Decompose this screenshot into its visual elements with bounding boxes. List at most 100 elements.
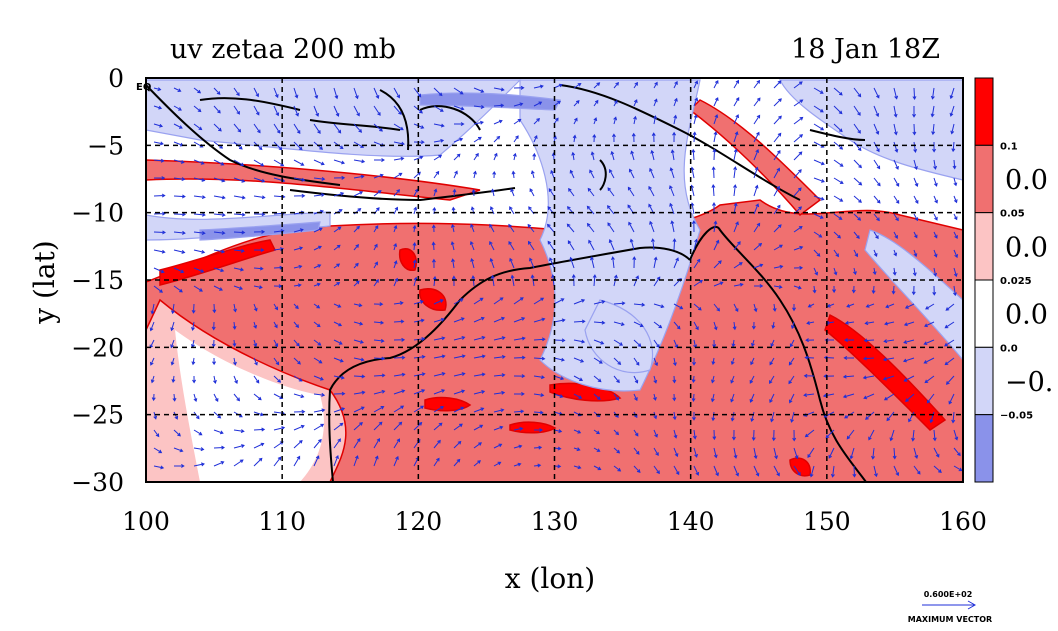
wind-vector-875 bbox=[433, 457, 440, 467]
wind-vector-767 bbox=[730, 411, 735, 422]
wind-vector-320 bbox=[813, 213, 824, 219]
wind-vector-718 bbox=[573, 393, 583, 399]
wind-vector-15 bbox=[453, 87, 464, 95]
colorbar-level-4: −0.05 bbox=[1000, 411, 1033, 422]
wind-vector-832 bbox=[393, 438, 400, 449]
wind-vector-561 bbox=[713, 321, 718, 331]
wind-vector-627 bbox=[393, 355, 406, 360]
wind-vector-622 bbox=[293, 357, 301, 365]
wind-vector-169 bbox=[253, 159, 265, 167]
wind-vector-791 bbox=[393, 421, 403, 431]
wind-vector-705 bbox=[313, 392, 326, 397]
wind-vector-410 bbox=[153, 267, 165, 274]
wind-vector-523 bbox=[772, 303, 777, 312]
wind-vector-437 bbox=[693, 258, 701, 269]
wind-vector-505 bbox=[413, 300, 424, 305]
wind-vector-403 bbox=[833, 249, 839, 258]
wind-vector-506 bbox=[433, 299, 444, 305]
wind-vector-852 bbox=[793, 447, 799, 460]
wind-vector-393 bbox=[629, 238, 635, 251]
wind-vector-214 bbox=[333, 175, 346, 180]
wind-vector-367 bbox=[933, 231, 938, 239]
wind-vector-645 bbox=[750, 357, 755, 366]
wind-vector-395 bbox=[672, 238, 677, 251]
wind-vector-141 bbox=[513, 135, 519, 143]
y-tick-label-5: −25 bbox=[71, 401, 124, 430]
wind-vector-625 bbox=[353, 357, 365, 362]
wind-vector-52 bbox=[373, 105, 381, 116]
wind-vector-387 bbox=[508, 240, 515, 251]
wind-vector-66 bbox=[653, 98, 658, 107]
wind-vector-611 bbox=[883, 339, 895, 344]
wind-vector-869 bbox=[313, 455, 320, 467]
wind-vector-32 bbox=[793, 81, 803, 89]
wind-vector-65 bbox=[633, 99, 638, 107]
wind-vector-105 bbox=[613, 116, 618, 125]
wind-vector-897 bbox=[873, 465, 878, 478]
wind-vector-200 bbox=[873, 159, 881, 170]
wind-vector-484 bbox=[812, 285, 817, 294]
wind-vector-613 bbox=[923, 339, 935, 345]
wind-vector-809 bbox=[751, 429, 756, 441]
wind-vector-322 bbox=[853, 213, 862, 221]
wind-vector-130 bbox=[293, 141, 303, 151]
wind-vector-202 bbox=[913, 159, 918, 171]
wind-vector-405 bbox=[873, 249, 878, 258]
wind-vector-822 bbox=[193, 447, 205, 452]
wind-vector-662 bbox=[273, 375, 282, 383]
colorbar-cut-label-1: 0.0 bbox=[1005, 232, 1048, 263]
wind-vector-310 bbox=[607, 205, 615, 215]
wind-vector-675 bbox=[533, 375, 545, 380]
wind-vector-647 bbox=[788, 357, 795, 366]
wind-vector-467 bbox=[471, 275, 476, 287]
wind-vector-282 bbox=[873, 195, 881, 204]
wind-vector-164 bbox=[153, 158, 165, 163]
x-tick-label-2: 120 bbox=[394, 507, 442, 536]
wind-vector-249 bbox=[213, 195, 226, 200]
wind-vector-351 bbox=[607, 222, 615, 233]
wind-vector-736 bbox=[926, 393, 935, 404]
wind-vector-378 bbox=[333, 244, 341, 251]
wind-vector-728 bbox=[769, 393, 775, 404]
wind-vector-753 bbox=[453, 406, 465, 413]
wind-vector-680 bbox=[633, 375, 639, 384]
wind-vector-337 bbox=[333, 226, 342, 233]
wind-vector-519 bbox=[693, 303, 702, 311]
y-tick-label-2: −10 bbox=[71, 199, 124, 228]
wind-vector-1 bbox=[173, 87, 182, 92]
wind-vector-562 bbox=[732, 321, 737, 331]
wind-vector-40 bbox=[949, 87, 955, 100]
wind-vector-673 bbox=[493, 373, 506, 378]
wind-vector-559 bbox=[673, 321, 681, 330]
wind-vector-62 bbox=[573, 99, 580, 107]
wind-vector-860 bbox=[953, 447, 961, 457]
wind-vector-347 bbox=[527, 223, 535, 233]
wind-vector-161 bbox=[913, 141, 918, 153]
wind-vector-166 bbox=[193, 159, 205, 165]
wind-vector-803 bbox=[633, 429, 639, 437]
wind-vector-204 bbox=[952, 159, 957, 170]
wind-vector-821 bbox=[173, 447, 184, 453]
x-tick-label-6: 160 bbox=[939, 507, 987, 536]
wind-vector-22 bbox=[593, 82, 601, 89]
wind-vector-887 bbox=[673, 465, 680, 476]
wind-vector-865 bbox=[233, 459, 244, 467]
wind-vector-827 bbox=[293, 439, 303, 449]
wind-vector-203 bbox=[933, 159, 938, 170]
wind-vector-354 bbox=[670, 220, 675, 233]
wind-vector-552 bbox=[533, 317, 546, 323]
wind-vector-449 bbox=[933, 267, 938, 277]
wind-vector-633 bbox=[513, 355, 526, 360]
wind-vector-406 bbox=[893, 249, 898, 257]
wind-vector-498 bbox=[273, 303, 279, 311]
wind-vector-651 bbox=[863, 356, 875, 361]
wind-vector-263 bbox=[491, 188, 495, 197]
wind-vector-712 bbox=[453, 389, 466, 395]
wind-vector-696 bbox=[945, 375, 955, 385]
wind-vector-628 bbox=[413, 354, 426, 359]
wind-vector-384 bbox=[450, 241, 455, 251]
wind-vector-357 bbox=[733, 221, 739, 233]
wind-vector-853 bbox=[807, 447, 815, 459]
wind-vector-616 bbox=[170, 357, 175, 366]
wind-vector-606 bbox=[789, 339, 795, 348]
